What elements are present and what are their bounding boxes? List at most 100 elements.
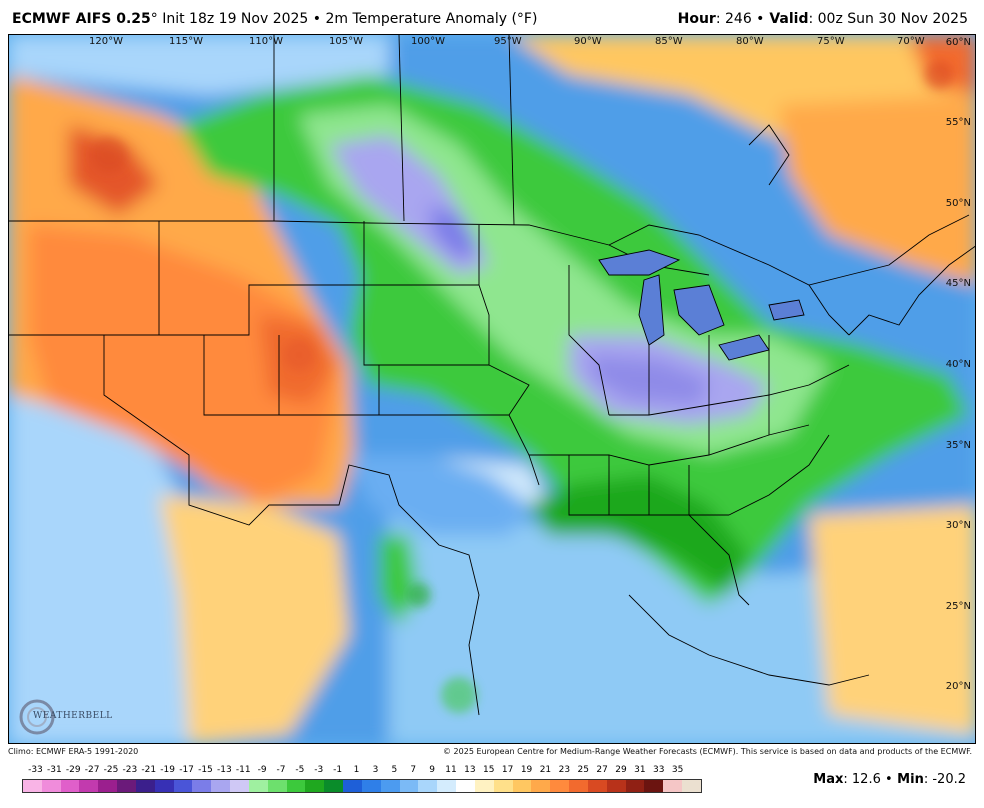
- lon-label: 85°W: [655, 36, 683, 47]
- lat-label: 50°N: [945, 198, 971, 209]
- colorbar-swatch: [569, 780, 588, 792]
- min-label: Min: [892, 772, 924, 787]
- colorbar-swatch: [211, 780, 231, 792]
- min-value: : -20.2: [923, 772, 966, 787]
- colorbar-label: 25: [577, 765, 589, 775]
- lat-label: 20°N: [945, 681, 971, 692]
- init-time: Init 18z 19 Nov 2025 • 2m Temperature An…: [157, 11, 538, 27]
- colorbar-label: -3: [314, 765, 324, 775]
- valid-time: Hour: 246 • Valid: 00z Sun 30 Nov 2025: [678, 11, 968, 27]
- colorbar-label: -27: [84, 765, 100, 775]
- colorbar-swatch: [587, 780, 607, 792]
- colorbar-swatch: [41, 780, 61, 792]
- colorbar-label: -17: [179, 765, 194, 775]
- colorbar-label: 7: [410, 765, 417, 775]
- colorbar-label: -25: [103, 765, 119, 775]
- max-label: Max: [813, 772, 844, 787]
- colorbar-label: 3: [372, 765, 379, 775]
- colorbar-label: -19: [160, 765, 176, 775]
- colorbar-swatch: [98, 780, 118, 792]
- colorbar-swatch: [60, 780, 80, 792]
- lat-label: 40°N: [945, 359, 971, 370]
- colorbar-swatch: [361, 780, 381, 792]
- colorbar-swatch: [230, 780, 249, 792]
- colorbar-swatch: [606, 780, 626, 792]
- lon-label: 95°W: [494, 36, 522, 47]
- model-name: ECMWF AIFS 0.25: [12, 11, 151, 27]
- colorbar-swatch: [681, 780, 701, 792]
- colorbar-label: 15: [483, 765, 495, 775]
- anomaly-map: 120°W 115°W 110°W 105°W 100°W 95°W 90°W …: [8, 34, 976, 744]
- map-title: ECMWF AIFS 0.25° Init 18z 19 Nov 2025 • …: [12, 11, 537, 27]
- lon-label: 90°W: [574, 36, 602, 47]
- colorbar-swatch: [437, 780, 457, 792]
- colorbar-label: 27: [596, 765, 608, 775]
- colorbar-label: -15: [198, 765, 213, 775]
- political-boundaries: [9, 35, 975, 716]
- colorbar-swatch: [550, 780, 570, 792]
- valid-label: Valid: [764, 11, 809, 27]
- colorbar-label: -31: [46, 765, 62, 775]
- colorbar-swatch: [324, 780, 344, 792]
- weatherbell-logo: WEATHERBELL: [15, 695, 112, 739]
- colorbar-label: 29: [615, 765, 627, 775]
- colorbar-swatch: [154, 780, 174, 792]
- colorbar-swatch: [493, 780, 513, 792]
- copyright-note: © 2025 European Centre for Medium-Range …: [443, 747, 972, 756]
- colorbar-swatch: [512, 780, 532, 792]
- colorbar: [22, 779, 702, 793]
- colorbar-swatch: [23, 780, 42, 792]
- lon-label: 105°W: [329, 36, 363, 47]
- lon-label: 75°W: [817, 36, 845, 47]
- colorbar-swatch: [625, 780, 645, 792]
- colorbar-label: 17: [501, 765, 514, 775]
- colorbar-swatch: [192, 780, 212, 792]
- colorbar-swatch: [474, 780, 494, 792]
- colorbar-label: -23: [122, 765, 138, 775]
- lat-label: 45°N: [945, 278, 971, 289]
- colorbar-swatch: [644, 780, 664, 792]
- colorbar-label: -29: [65, 765, 81, 775]
- lon-label: 120°W: [89, 36, 123, 47]
- colorbar-label: 19: [520, 765, 533, 775]
- max-value: : 12.6 •: [843, 772, 893, 787]
- colorbar-swatch: [248, 780, 268, 792]
- lon-label: 115°W: [169, 36, 203, 47]
- colorbar-swatch: [663, 780, 682, 792]
- colorbar-label: 13: [464, 765, 476, 775]
- colorbar-label: 21: [539, 765, 552, 775]
- colorbar-swatch: [456, 780, 475, 792]
- colorbar-label: 23: [558, 765, 571, 775]
- lon-label: 70°W: [897, 36, 925, 47]
- colorbar-swatch: [286, 780, 306, 792]
- colorbar-label: -1: [333, 765, 343, 775]
- colorbar-label: 1: [353, 765, 360, 775]
- hour-value: : 246 •: [715, 11, 765, 27]
- lon-label: 80°W: [736, 36, 764, 47]
- climo-note: Climo: ECMWF ERA-5 1991-2020: [8, 747, 139, 756]
- logo-text: WEATHERBELL: [33, 711, 113, 721]
- max-min-stats: Max: 12.6 • Min: -20.2: [813, 772, 966, 787]
- hour-label: Hour: [677, 11, 716, 27]
- colorbar-label: -11: [235, 765, 251, 775]
- colorbar-label: -21: [141, 765, 157, 775]
- lat-label: 60°N: [945, 37, 971, 48]
- lat-label: 25°N: [945, 601, 971, 612]
- colorbar-swatch: [418, 780, 438, 792]
- colorbar-label: -13: [216, 765, 232, 775]
- colorbar-label: -5: [295, 765, 305, 775]
- lon-label: 100°W: [411, 36, 445, 47]
- header-bar: ECMWF AIFS 0.25° Init 18z 19 Nov 2025 • …: [0, 0, 984, 34]
- colorbar-label: 31: [634, 765, 646, 775]
- colorbar-swatch: [380, 780, 400, 792]
- valid-value: : 00z Sun 30 Nov 2025: [808, 11, 968, 27]
- lat-label: 30°N: [945, 520, 971, 531]
- colorbar-swatch: [305, 780, 325, 792]
- colorbar-swatch: [135, 780, 155, 792]
- colorbar-label: -7: [276, 765, 286, 775]
- colorbar-label: 33: [653, 765, 665, 775]
- lat-label: 55°N: [945, 117, 971, 128]
- anomaly-field: [9, 35, 975, 743]
- degree-symbol: °: [150, 11, 158, 27]
- colorbar-label: -33: [28, 765, 43, 775]
